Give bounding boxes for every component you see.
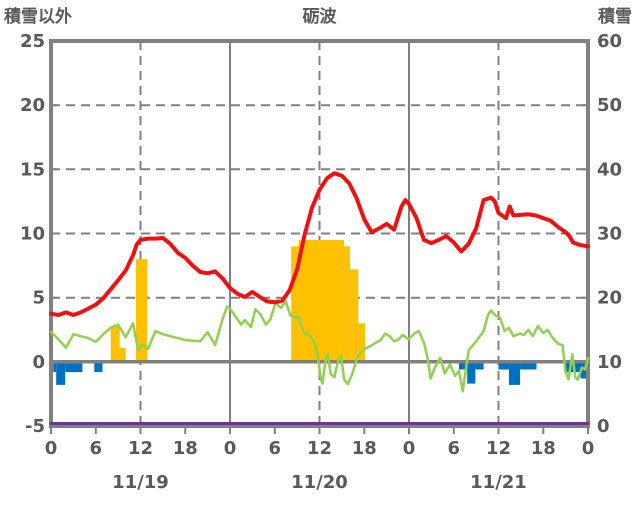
left-axis-title: 積雪以外 bbox=[4, 7, 72, 27]
axis-ticks bbox=[50, 104, 589, 434]
svg-text:0: 0 bbox=[582, 438, 595, 459]
svg-text:10: 10 bbox=[597, 352, 622, 373]
svg-text:18: 18 bbox=[352, 438, 377, 459]
svg-text:-5: -5 bbox=[25, 416, 45, 437]
svg-text:12: 12 bbox=[486, 438, 511, 459]
svg-text:12: 12 bbox=[307, 438, 332, 459]
svg-text:18: 18 bbox=[531, 438, 556, 459]
svg-text:50: 50 bbox=[597, 95, 622, 116]
svg-text:0: 0 bbox=[403, 438, 416, 459]
hour-labels: 0 6 12 18 0 6 12 18 0 6 12 18 0 bbox=[45, 438, 595, 459]
svg-text:6: 6 bbox=[90, 438, 103, 459]
svg-text:5: 5 bbox=[32, 288, 45, 309]
red-line bbox=[49, 171, 590, 317]
svg-text:11/19: 11/19 bbox=[112, 472, 169, 493]
svg-text:18: 18 bbox=[173, 438, 198, 459]
svg-text:20: 20 bbox=[597, 288, 622, 309]
svg-text:11/21: 11/21 bbox=[470, 472, 527, 493]
svg-text:15: 15 bbox=[20, 159, 45, 180]
svg-text:0: 0 bbox=[224, 438, 237, 459]
svg-text:11/20: 11/20 bbox=[291, 472, 348, 493]
right-axis-title: 積雪 bbox=[598, 7, 632, 27]
date-labels: 11/19 11/20 11/21 bbox=[112, 472, 527, 493]
svg-text:6: 6 bbox=[448, 438, 461, 459]
svg-text:0: 0 bbox=[45, 438, 58, 459]
svg-text:30: 30 bbox=[597, 224, 622, 245]
svg-text:40: 40 bbox=[597, 159, 622, 180]
right-axis-labels: 60 50 40 30 20 10 0 bbox=[597, 31, 622, 437]
left-axis-labels: 25 20 15 10 5 0 -5 bbox=[20, 31, 45, 437]
svg-text:0: 0 bbox=[32, 352, 45, 373]
svg-text:25: 25 bbox=[20, 31, 45, 52]
orange-bars bbox=[110, 239, 365, 362]
svg-text:12: 12 bbox=[128, 438, 153, 459]
svg-text:10: 10 bbox=[20, 224, 45, 245]
chart-title: 砺波 bbox=[302, 7, 337, 27]
svg-text:60: 60 bbox=[597, 31, 622, 52]
svg-text:20: 20 bbox=[20, 95, 45, 116]
green-line bbox=[49, 300, 590, 393]
svg-text:6: 6 bbox=[269, 438, 282, 459]
svg-text:0: 0 bbox=[597, 416, 610, 437]
